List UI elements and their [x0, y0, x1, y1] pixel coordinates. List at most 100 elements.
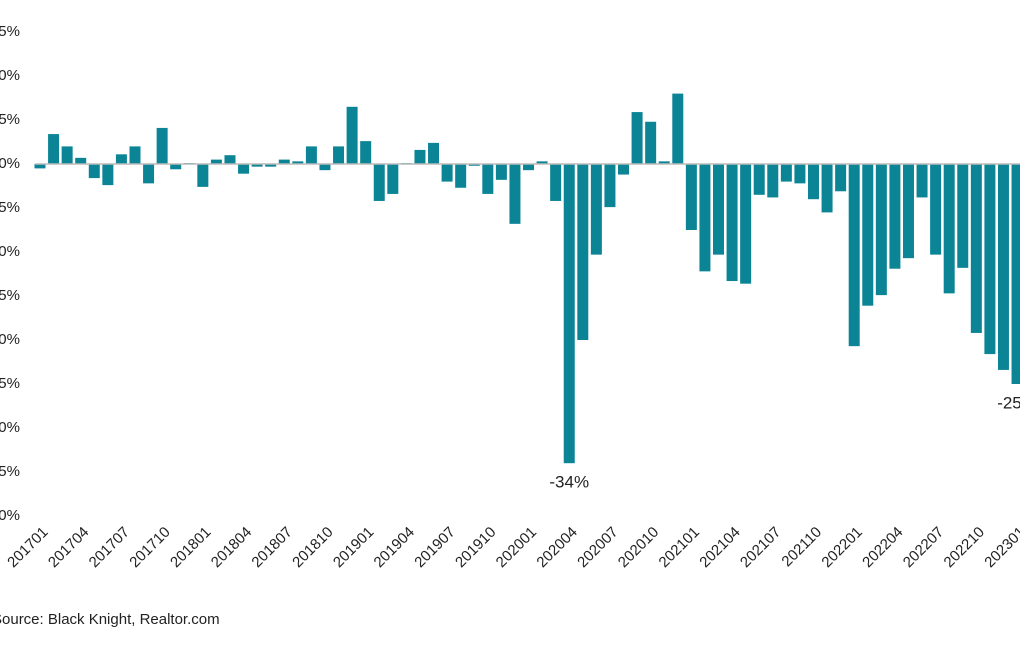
x-tick-label: 201801 — [167, 524, 214, 571]
y-tick-label: -40% — [0, 507, 20, 524]
bar — [346, 106, 358, 164]
x-tick-label: 201901 — [330, 524, 377, 571]
y-tick-label: 10% — [0, 67, 20, 84]
bar — [672, 93, 684, 164]
bar — [156, 127, 168, 164]
y-tick-label: -35% — [0, 463, 20, 480]
x-tick-label: 202210 — [941, 524, 988, 571]
bar — [984, 164, 996, 355]
x-tick-label: 201704 — [45, 524, 92, 571]
bar — [251, 164, 263, 167]
bar — [862, 164, 874, 306]
y-tick-label: -25% — [0, 375, 20, 392]
y-tick-label: -15% — [0, 287, 20, 304]
bar — [875, 164, 887, 296]
bar — [550, 164, 562, 201]
bar — [441, 164, 453, 182]
bar — [238, 164, 250, 174]
bar — [387, 164, 399, 194]
bar — [102, 164, 114, 186]
bar — [930, 164, 942, 255]
y-tick-label: -5% — [0, 199, 20, 216]
bar — [333, 146, 345, 164]
bar — [75, 157, 87, 164]
bar — [631, 112, 643, 164]
bar — [455, 164, 467, 188]
bar — [265, 164, 277, 167]
x-tick-label: 201907 — [411, 524, 458, 571]
bar — [835, 164, 847, 192]
x-tick-label: 202001 — [493, 524, 540, 571]
bar — [129, 146, 141, 164]
bar — [373, 164, 385, 201]
bar — [713, 164, 724, 255]
bar — [224, 155, 236, 164]
bar — [794, 164, 806, 184]
bar — [767, 164, 779, 198]
y-tick-label: 5% — [0, 111, 20, 128]
x-tick-label: 202010 — [615, 524, 662, 571]
bar — [604, 164, 616, 208]
x-tick-label: 201810 — [289, 524, 336, 571]
bar — [943, 164, 955, 294]
bar — [414, 149, 426, 164]
x-tick-label: 201707 — [86, 524, 133, 571]
bar — [780, 164, 792, 182]
y-tick-label: 15% — [0, 23, 20, 40]
bar — [618, 164, 630, 175]
x-tick-label: 202207 — [900, 524, 947, 571]
bar — [590, 164, 602, 255]
bar — [957, 164, 969, 268]
bar — [468, 164, 480, 166]
x-tick-label: 201807 — [248, 524, 295, 571]
bar — [292, 161, 304, 164]
bar — [685, 164, 697, 230]
bar — [577, 164, 589, 340]
value-label: -25% — [997, 393, 1020, 412]
bar — [360, 141, 372, 164]
bar — [143, 164, 155, 184]
bar — [482, 164, 494, 194]
x-tick-label: 201904 — [371, 524, 418, 571]
x-tick-label: 202007 — [574, 524, 621, 571]
y-tick-label: -10% — [0, 243, 20, 260]
bar — [115, 154, 127, 164]
x-tick-label: 202204 — [859, 524, 906, 571]
y-tick-label: -20% — [0, 331, 20, 348]
x-tick-label: 202201 — [818, 524, 865, 571]
x-tick-label: 202110 — [778, 524, 825, 571]
bar — [495, 164, 507, 180]
bar — [61, 146, 73, 164]
bar — [278, 159, 290, 164]
x-tick-label: 201804 — [208, 524, 255, 571]
bar — [970, 164, 982, 333]
bar — [197, 164, 209, 187]
bar — [305, 146, 317, 164]
bar — [210, 159, 222, 164]
bar — [88, 164, 100, 179]
x-tick-label: 201701 — [4, 524, 51, 571]
bar — [997, 164, 1009, 370]
bar — [848, 164, 860, 347]
bar — [319, 164, 331, 171]
bar — [658, 161, 670, 164]
bar — [645, 121, 657, 164]
bar — [536, 161, 548, 164]
x-tick-label: 202104 — [696, 524, 743, 571]
bar — [523, 164, 535, 171]
value-label: -34% — [549, 473, 589, 492]
bar — [740, 164, 752, 284]
bar — [1011, 164, 1020, 384]
bar — [699, 164, 711, 272]
bar — [821, 164, 833, 213]
bar — [902, 164, 914, 259]
bar — [889, 164, 901, 269]
x-tick-label: 202301 — [981, 524, 1020, 571]
y-tick-label: -30% — [0, 419, 20, 436]
x-tick-label: 201910 — [452, 524, 499, 571]
bar — [563, 164, 575, 464]
bar — [34, 164, 46, 169]
bar — [428, 142, 440, 164]
bar — [753, 164, 765, 195]
